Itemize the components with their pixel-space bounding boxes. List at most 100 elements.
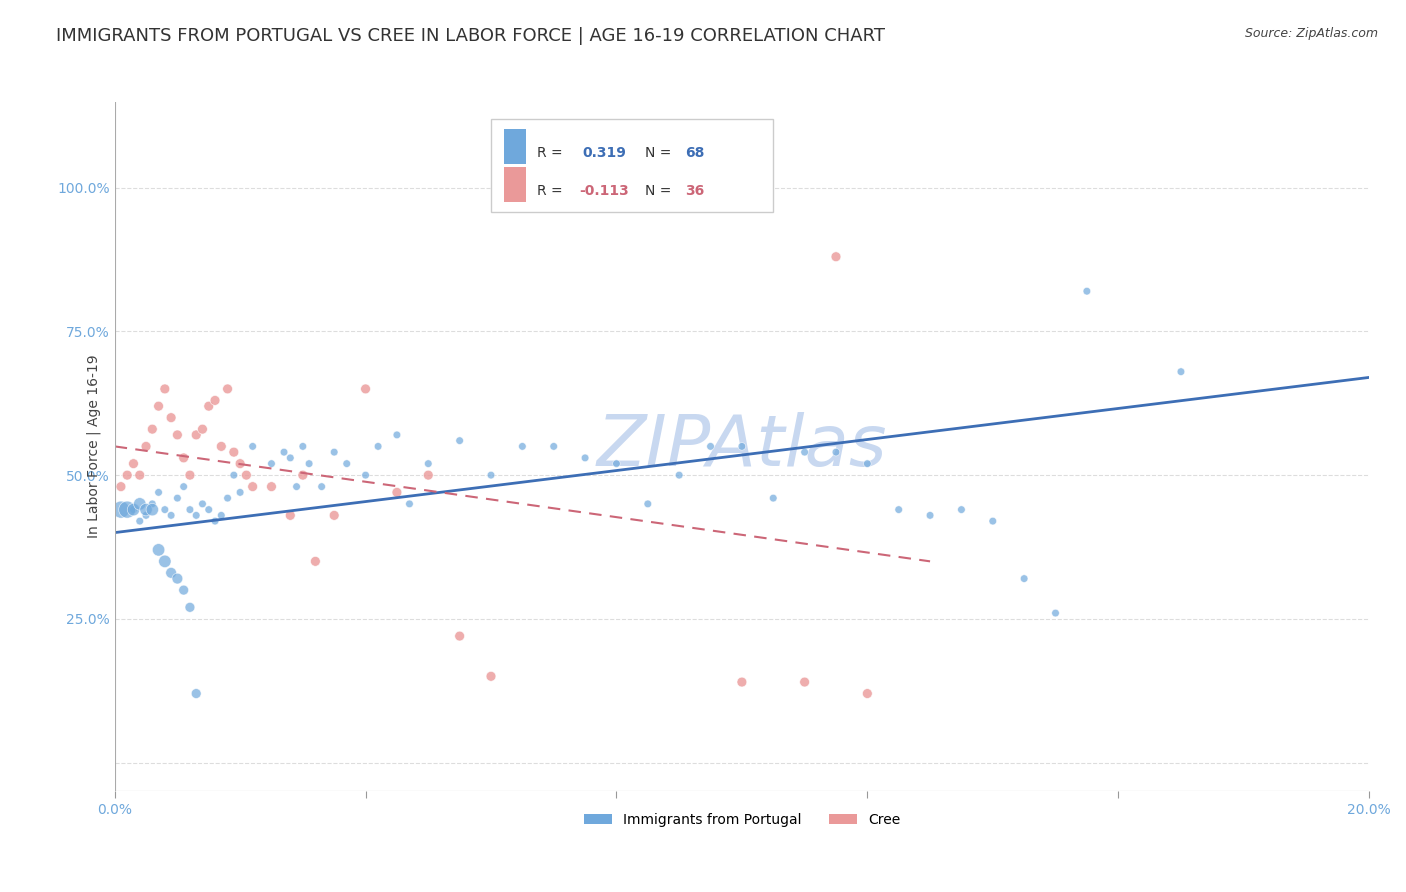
Point — [141, 502, 163, 516]
Point — [128, 468, 150, 483]
Point — [1012, 572, 1035, 586]
Point — [135, 439, 157, 453]
FancyBboxPatch shape — [503, 167, 526, 202]
Point — [278, 508, 301, 523]
Point — [668, 468, 690, 483]
Point — [1170, 365, 1192, 379]
Point — [304, 554, 326, 568]
Point — [153, 502, 176, 516]
FancyBboxPatch shape — [491, 119, 773, 212]
Point — [699, 439, 721, 453]
Point — [141, 497, 163, 511]
Point — [197, 399, 219, 413]
Point — [110, 502, 132, 516]
Text: Source: ZipAtlas.com: Source: ZipAtlas.com — [1244, 27, 1378, 40]
Point — [229, 485, 252, 500]
Point — [148, 542, 170, 557]
Point — [731, 439, 754, 453]
Point — [273, 445, 295, 459]
Point — [298, 457, 321, 471]
Point — [135, 508, 157, 523]
Point — [242, 439, 264, 453]
Point — [209, 439, 232, 453]
Point — [385, 428, 408, 442]
Text: -0.113: -0.113 — [579, 184, 628, 198]
Point — [115, 502, 138, 516]
Text: N =: N = — [645, 145, 676, 160]
Point — [222, 468, 245, 483]
Point — [235, 468, 257, 483]
Point — [122, 457, 145, 471]
Point — [217, 491, 239, 505]
Point — [204, 514, 226, 528]
Point — [512, 439, 534, 453]
Point — [166, 428, 188, 442]
Point — [186, 508, 208, 523]
Point — [950, 502, 973, 516]
Text: 36: 36 — [686, 184, 704, 198]
Point — [449, 434, 471, 448]
Point — [186, 428, 208, 442]
Text: R =: R = — [537, 184, 568, 198]
Point — [141, 422, 163, 436]
Point — [285, 480, 308, 494]
Point — [122, 502, 145, 516]
Point — [110, 480, 132, 494]
Text: IMMIGRANTS FROM PORTUGAL VS CREE IN LABOR FORCE | AGE 16-19 CORRELATION CHART: IMMIGRANTS FROM PORTUGAL VS CREE IN LABO… — [56, 27, 886, 45]
Point — [418, 468, 440, 483]
Point — [479, 468, 502, 483]
Point — [762, 491, 785, 505]
Legend: Immigrants from Portugal, Cree: Immigrants from Portugal, Cree — [578, 807, 905, 832]
Point — [148, 485, 170, 500]
Point — [825, 445, 848, 459]
Point — [856, 687, 879, 701]
Point — [217, 382, 239, 396]
Point — [173, 450, 195, 465]
Point — [166, 572, 188, 586]
Point — [191, 497, 214, 511]
Point — [186, 687, 208, 701]
Text: 0.319: 0.319 — [582, 145, 627, 160]
Point — [115, 468, 138, 483]
Point — [135, 502, 157, 516]
Y-axis label: In Labor Force | Age 16-19: In Labor Force | Age 16-19 — [86, 355, 101, 538]
Point — [153, 382, 176, 396]
Point — [1045, 606, 1067, 620]
Point — [981, 514, 1004, 528]
Point — [918, 508, 941, 523]
Point — [128, 497, 150, 511]
Point — [574, 450, 596, 465]
Point — [385, 485, 408, 500]
Point — [229, 457, 252, 471]
Point — [128, 514, 150, 528]
Point — [179, 600, 201, 615]
Point — [191, 422, 214, 436]
Point — [543, 439, 565, 453]
Point — [148, 399, 170, 413]
Point — [323, 445, 346, 459]
Point — [197, 502, 219, 516]
Point — [160, 410, 183, 425]
Point — [856, 457, 879, 471]
Text: ZIPAtlas: ZIPAtlas — [596, 412, 887, 481]
Point — [449, 629, 471, 643]
Point — [398, 497, 420, 511]
Point — [418, 457, 440, 471]
Point — [242, 480, 264, 494]
Point — [825, 250, 848, 264]
Point — [122, 502, 145, 516]
Point — [153, 554, 176, 568]
Point — [336, 457, 359, 471]
Text: 68: 68 — [686, 145, 704, 160]
Point — [166, 491, 188, 505]
Point — [311, 480, 333, 494]
Point — [887, 502, 910, 516]
Point — [354, 382, 377, 396]
Point — [367, 439, 389, 453]
Point — [179, 502, 201, 516]
Point — [323, 508, 346, 523]
Point — [637, 497, 659, 511]
Point — [354, 468, 377, 483]
Point — [291, 439, 314, 453]
Point — [179, 468, 201, 483]
